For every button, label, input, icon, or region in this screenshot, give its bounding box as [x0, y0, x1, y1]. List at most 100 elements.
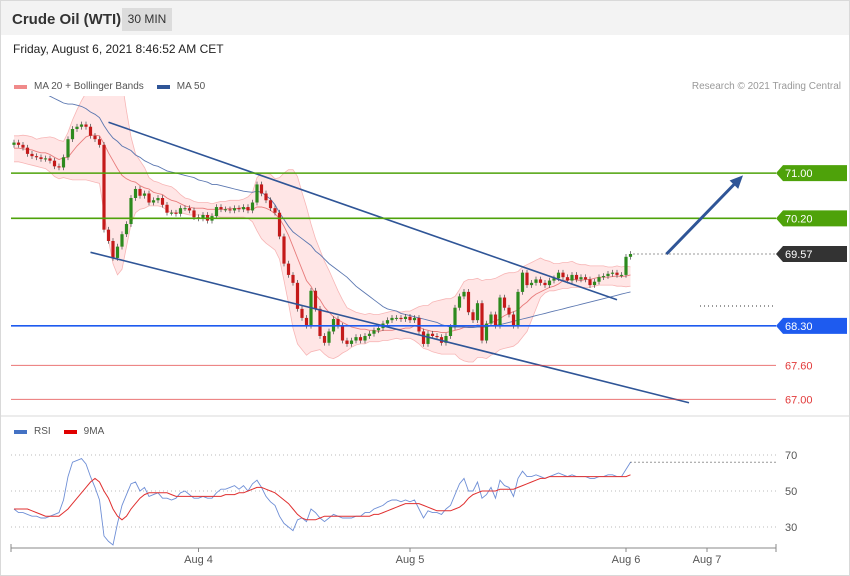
candle-body: [403, 316, 408, 320]
candle-body: [237, 208, 241, 210]
level-tag-71-00: 71.00: [776, 165, 847, 182]
candle-body: [507, 307, 511, 315]
main-clipped-layer: [12, 96, 690, 404]
candle-body: [34, 156, 39, 158]
candle-body: [480, 303, 484, 341]
projection-arrow-shaft: [665, 180, 739, 256]
candle-body: [48, 158, 52, 161]
rsi-swatch: [14, 429, 27, 434]
candle-body: [124, 224, 129, 235]
candle-body: [232, 208, 237, 211]
candle-body: [529, 282, 534, 286]
candle-body: [561, 272, 565, 278]
candle-body: [367, 333, 372, 336]
candle-body: [570, 274, 574, 281]
candle-body: [201, 214, 205, 219]
candle-body: [120, 234, 124, 247]
level-tag-shape: [776, 317, 847, 334]
trendline-channel-lower: [90, 251, 690, 404]
candle-body: [106, 229, 111, 241]
candle-body: [21, 144, 25, 148]
candle-body: [349, 340, 354, 344]
x-tick-label: Aug 6: [612, 554, 641, 566]
candle-body: [525, 272, 529, 286]
candle-body: [597, 277, 601, 282]
rsi-tick-label: 70: [785, 450, 797, 462]
candle-body: [619, 274, 624, 276]
candle-body: [115, 246, 120, 258]
candle-body: [466, 291, 471, 313]
candle-body: [79, 124, 84, 127]
x-tick-label: Aug 4: [184, 554, 213, 566]
candle-body: [363, 336, 367, 341]
rsi-ma-legend-label: 9MA: [83, 426, 105, 437]
x-tick-label: Aug 7: [693, 554, 722, 566]
candle-body: [489, 314, 493, 324]
candle-body: [471, 312, 475, 321]
candle-body: [102, 144, 106, 230]
candle-body: [376, 328, 381, 331]
candle-body: [259, 184, 264, 194]
candle-body: [142, 193, 147, 196]
candle-body: [291, 274, 295, 283]
candle-body: [214, 207, 219, 217]
bollinger-upper-line: [14, 96, 631, 315]
candle-body: [565, 277, 570, 281]
candle-body: [183, 208, 187, 210]
candle-body: [268, 200, 273, 209]
candle-body: [165, 204, 169, 213]
candle-body: [250, 202, 255, 211]
candle-body: [574, 274, 579, 280]
candle-body: [174, 212, 178, 214]
candle-body: [169, 212, 174, 214]
timeframe-badge[interactable]: 30 MIN: [122, 8, 172, 31]
level-label: 70.20: [785, 213, 813, 225]
chart-title: Crude Oil (WTI): [12, 11, 122, 28]
candle-body: [156, 198, 160, 201]
candle-body: [12, 142, 16, 145]
candle-body: [300, 308, 304, 318]
rsi-plot: 30 50 70 Aug 4 Aug 5 Aug 6 Aug 7: [10, 450, 797, 566]
level-tag-shape: [776, 165, 847, 182]
candle-body: [187, 208, 192, 211]
candle-body: [322, 336, 327, 343]
candle-body: [354, 337, 358, 341]
rsi-ma-swatch: [63, 429, 77, 434]
bollinger-lower-line: [14, 161, 631, 363]
candle-body: [151, 200, 156, 203]
candle-body: [282, 236, 286, 264]
candle-body: [178, 208, 183, 214]
bollinger-band-fill: [14, 96, 631, 362]
candle-body: [111, 240, 115, 258]
candle-body: [426, 333, 430, 344]
candle-body: [457, 296, 462, 308]
candle-body: [583, 277, 588, 280]
ma20-line: [14, 134, 631, 334]
copyright-text: Research © 2021 Trading Central: [691, 81, 841, 92]
ma50-swatch: [156, 84, 170, 89]
candle-body: [84, 124, 88, 127]
ma50-legend-label: MA 50: [176, 81, 206, 92]
candle-body: [453, 307, 457, 327]
candle-body: [43, 158, 48, 160]
candle-body: [75, 126, 79, 129]
candle-body: [610, 272, 615, 274]
candle-body: [313, 290, 318, 309]
candle-body: [484, 323, 489, 341]
x-tick-label: Aug 5: [396, 554, 425, 566]
candle-body: [385, 320, 390, 324]
candle-body: [588, 279, 592, 286]
candle-body: [394, 317, 399, 319]
projection-arrow-head: [729, 175, 743, 189]
ma50-line: [48, 96, 631, 328]
candle-body: [615, 272, 619, 275]
candle-body: [628, 253, 633, 257]
candle-body: [160, 198, 165, 205]
candle-body: [133, 188, 138, 198]
candle-body: [304, 317, 309, 326]
candle-body: [552, 278, 556, 281]
candle-body: [475, 303, 480, 321]
candle-body: [93, 135, 97, 140]
candle-body: [277, 212, 282, 237]
trendline-channel-upper: [108, 121, 618, 301]
